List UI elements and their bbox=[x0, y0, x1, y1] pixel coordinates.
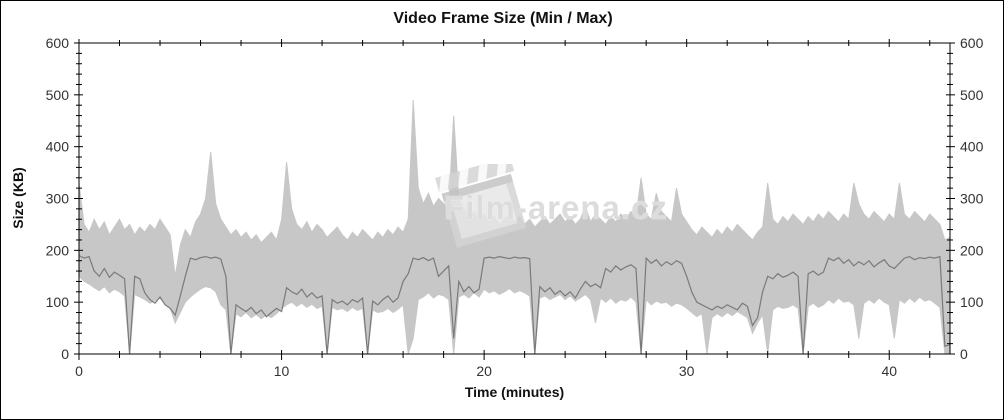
svg-text:20: 20 bbox=[476, 363, 492, 379]
x-minor-ticks bbox=[119, 40, 931, 358]
svg-text:30: 30 bbox=[679, 363, 695, 379]
y-axis-label: Size (KB) bbox=[10, 167, 26, 229]
svg-text:300: 300 bbox=[960, 191, 984, 207]
x-tick-labels: 0 10 20 30 40 bbox=[75, 363, 897, 379]
svg-text:300: 300 bbox=[46, 191, 70, 207]
svg-text:0: 0 bbox=[960, 346, 968, 362]
svg-text:0: 0 bbox=[61, 346, 69, 362]
svg-text:200: 200 bbox=[46, 242, 70, 258]
svg-text:0: 0 bbox=[75, 363, 83, 379]
chart-title: Video Frame Size (Min / Max) bbox=[393, 10, 613, 27]
svg-text:40: 40 bbox=[881, 363, 897, 379]
svg-text:400: 400 bbox=[960, 139, 984, 155]
y-tick-labels-left: 0 100 200 300 400 500 600 bbox=[46, 35, 70, 362]
svg-text:100: 100 bbox=[960, 294, 984, 310]
x-axis-label: Time (minutes) bbox=[464, 384, 565, 400]
svg-text:200: 200 bbox=[960, 242, 984, 258]
y-major-ticks bbox=[74, 42, 955, 355]
svg-text:600: 600 bbox=[46, 35, 70, 51]
svg-text:500: 500 bbox=[960, 87, 984, 103]
y-minor-ticks bbox=[76, 52, 953, 345]
svg-text:500: 500 bbox=[46, 87, 70, 103]
svg-text:10: 10 bbox=[274, 363, 290, 379]
svg-text:600: 600 bbox=[960, 35, 984, 51]
svg-text:400: 400 bbox=[46, 139, 70, 155]
y-tick-labels-right: 0 100 200 300 400 500 600 bbox=[960, 35, 984, 362]
svg-text:100: 100 bbox=[46, 294, 70, 310]
min-series-line bbox=[78, 254, 951, 355]
max-series-band bbox=[78, 99, 951, 355]
